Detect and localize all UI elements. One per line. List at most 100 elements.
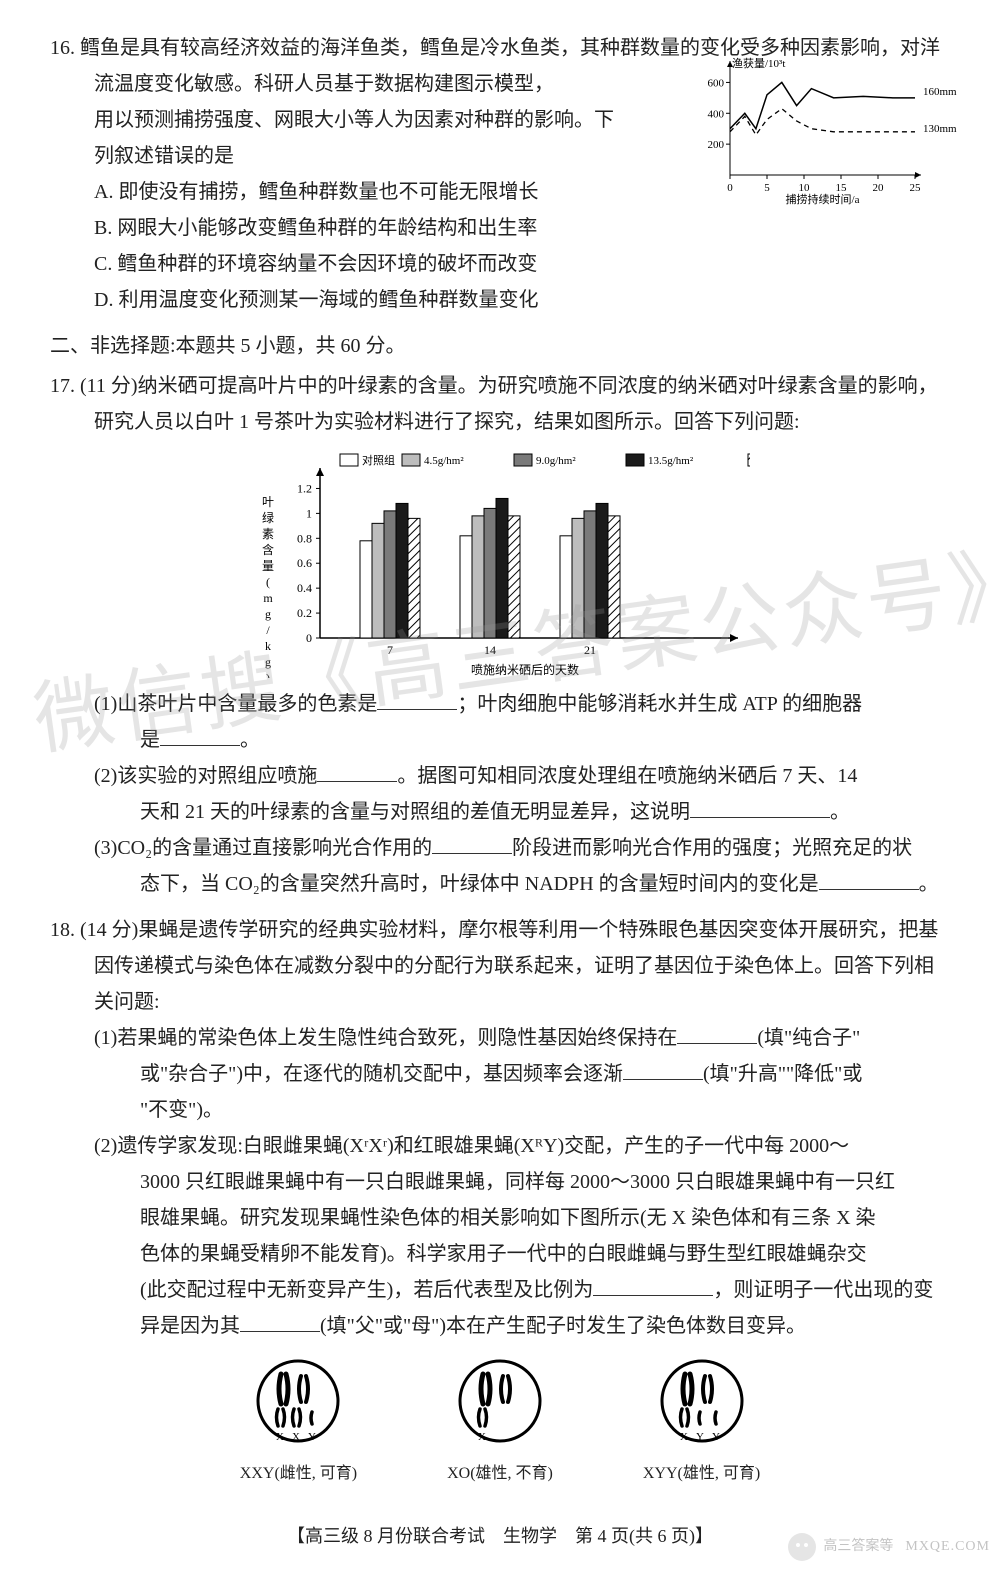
svg-text:m: m xyxy=(263,591,273,605)
q16-option-d: D. 利用温度变化预测某一海域的鳕鱼种群数量变化 xyxy=(50,282,950,318)
svg-text:0: 0 xyxy=(727,182,733,194)
svg-text:7: 7 xyxy=(387,643,393,657)
karyotype-item: X XO(雄性, 不育) xyxy=(447,1354,553,1489)
q16-option-a: A. 即使没有捕捞，鳕鱼种群数量也不可能无限增长 xyxy=(50,174,660,210)
svg-text:14: 14 xyxy=(484,643,496,657)
svg-text:600: 600 xyxy=(708,77,725,89)
q18-p2a: (2)遗传学家发现:白眼雌果蝇(XʳXʳ)和红眼雄果蝇(XᴿY)交配，产生的子一… xyxy=(94,1135,849,1157)
svg-text:130mm: 130mm xyxy=(923,123,957,135)
q17-p1b: ；叶肉细胞中能够消耗水并生成 ATP 的细胞器 xyxy=(457,693,862,715)
q17-p1-line1: (1)山茶叶片中含量最多的色素是；叶肉细胞中能够消耗水并生成 ATP 的细胞器 xyxy=(50,686,950,722)
blank xyxy=(240,1308,320,1332)
svg-text:1: 1 xyxy=(306,506,312,520)
q17-p2-line2: 天和 21 天的叶绿素的含量与对照组的差值无明显差异，这说明 。 xyxy=(50,794,950,830)
svg-text:素: 素 xyxy=(262,527,274,541)
url-mark: MXQE.COM xyxy=(905,1534,990,1559)
svg-text:k: k xyxy=(265,639,271,653)
q18-p2-line2: 3000 只红眼雌果蝇中有一只白眼雌果蝇，同样每 2000～3000 只白眼雄果… xyxy=(50,1164,950,1200)
q17-stem-text: (11 分)纳米硒可提高叶片中的叶绿素的含量。为研究喷施不同浓度的纳米硒对叶绿素… xyxy=(80,375,938,433)
q16-stem2: 用以预测捕捞强度、网眼大小等人为因素对种群的影响。下 xyxy=(50,102,660,138)
svg-text:4.5g/hm²: 4.5g/hm² xyxy=(424,455,464,467)
q18-p1-line2: 或"杂合子")中，在逐代的随机交配中，基因频率会逐渐 (填"升高""降低"或 xyxy=(50,1056,950,1092)
q18-p1a: (1)若果蝇的常染色体上发生隐性纯合致死，则隐性基因始终保持在 xyxy=(94,1027,677,1049)
svg-text:/: / xyxy=(266,623,270,637)
svg-text:13.5g/hm²: 13.5g/hm² xyxy=(648,455,694,467)
svg-text:绿: 绿 xyxy=(262,510,274,525)
svg-text:含: 含 xyxy=(262,542,274,557)
q18-stem: 18. (14 分)果蝇是遗传学研究的经典实验材料，摩尔根等利用一个特殊眼色基因… xyxy=(50,912,950,1020)
svg-text:Y: Y xyxy=(696,1431,704,1443)
svg-text:10: 10 xyxy=(799,182,811,194)
section-2-header: 二、非选择题:本题共 5 小题，共 60 分。 xyxy=(50,328,950,364)
svg-text:叶: 叶 xyxy=(262,495,274,509)
q17-p1d: 。 xyxy=(240,729,260,751)
svg-text:渔获量/10³t: 渔获量/10³t xyxy=(732,57,785,70)
blank xyxy=(690,794,830,818)
q17-p2a: (2)该实验的对照组应喷施 xyxy=(94,765,317,787)
svg-text:0: 0 xyxy=(306,631,312,645)
svg-text:X: X xyxy=(478,1431,486,1443)
svg-text:15: 15 xyxy=(836,182,848,194)
bottom-badge: 高三答案等 MXQE.COM xyxy=(787,1532,990,1562)
svg-text:9.0g/hm²: 9.0g/hm² xyxy=(536,455,576,467)
svg-text:捕捞持续时间/a: 捕捞持续时间/a xyxy=(786,192,860,205)
q17-p3a: (3)CO₂的含量通过直接影响光合作用的 xyxy=(94,837,432,859)
q17-chart: 00.20.40.60.811.2叶绿素含量(mg/kg)对照组4.5g/hm²… xyxy=(250,448,750,678)
svg-text:对照组: 对照组 xyxy=(362,453,395,467)
svg-text:X: X xyxy=(292,1431,300,1443)
svg-text:X: X xyxy=(276,1431,284,1443)
svg-text:0.6: 0.6 xyxy=(297,556,312,570)
blank xyxy=(819,866,919,890)
q17-p3c: 态下，当 CO₂的含量突然升高时，叶绿体中 NADPH 的含量短时间内的变化是 xyxy=(140,873,819,895)
q17-p3b: 阶段进而影响光合作用的强度；光照充足的状 xyxy=(512,837,912,859)
q18-p2f: ，则证明子一代出现的变 xyxy=(713,1279,933,1301)
q17-p2c: 天和 21 天的叶绿素的含量与对照组的差值无明显差异，这说明 xyxy=(140,801,690,823)
svg-text:(: ( xyxy=(266,575,270,589)
q18-p2g: 异是因为其 xyxy=(140,1315,240,1337)
q18-p1d: (填"升高""降低"或 xyxy=(703,1063,862,1085)
svg-text:20: 20 xyxy=(873,182,885,194)
q16-option-c: C. 鳕鱼种群的环境容纳量不会因环境的破坏而改变 xyxy=(50,246,950,282)
q17-p3-line1: (3)CO₂的含量通过直接影响光合作用的 阶段进而影响光合作用的强度；光照充足的状 xyxy=(50,830,950,866)
svg-text:25: 25 xyxy=(910,182,922,194)
svg-text:g: g xyxy=(265,655,271,669)
q18-p1e: "不变")。 xyxy=(140,1099,223,1121)
q17-p2d: 。 xyxy=(830,801,850,823)
question-16: 16. 鳕鱼是具有较高经济效益的海洋鱼类，鳕鱼是冷水鱼类，其种群数量的变化受多种… xyxy=(50,30,950,318)
blank xyxy=(623,1056,703,1080)
svg-text:1.2: 1.2 xyxy=(297,481,312,495)
q16-stem3: 列叙述错误的是 xyxy=(50,138,660,174)
q18-p1b: (填"纯合子" xyxy=(757,1027,860,1049)
svg-text:喷施纳米硒后的天数: 喷施纳米硒后的天数 xyxy=(471,662,579,677)
q17-p1-line2: 是。 xyxy=(50,722,950,758)
q18-p2h: (填"父"或"母")本在产生配子时发生了染色体数目变异。 xyxy=(320,1315,806,1337)
q17-number: 17. xyxy=(50,375,75,397)
svg-text:5: 5 xyxy=(764,182,770,194)
question-17: 17. (11 分)纳米硒可提高叶片中的叶绿素的含量。为研究喷施不同浓度的纳米硒… xyxy=(50,368,950,902)
blank xyxy=(677,1020,757,1044)
q17-p1c: 是 xyxy=(140,729,160,751)
svg-text:Y: Y xyxy=(712,1431,720,1443)
svg-text:g: g xyxy=(265,607,271,621)
q18-p2-line6: 异是因为其 (填"父"或"母")本在产生配子时发生了染色体数目变异。 xyxy=(50,1308,950,1344)
blank xyxy=(377,686,457,710)
blank xyxy=(432,830,512,854)
svg-text:Y: Y xyxy=(308,1431,316,1443)
q18-p2-line3: 眼雄果蝇。研究发现果蝇性染色体的相关影响如下图所示(无 X 染色体和有三条 X … xyxy=(50,1200,950,1236)
q18-p1c: 或"杂合子")中，在逐代的随机交配中，基因频率会逐渐 xyxy=(140,1063,623,1085)
q18-stem-text: (14 分)果蝇是遗传学研究的经典实验材料，摩尔根等利用一个特殊眼色基因突变体开… xyxy=(80,919,938,1013)
q17-p2b: 。据图可知相同浓度处理组在喷施纳米硒后 7 天、14 xyxy=(397,765,857,787)
badge-text: 高三答案等 xyxy=(823,1534,893,1559)
svg-text:0.4: 0.4 xyxy=(297,581,312,595)
q16-number: 16. xyxy=(50,37,75,59)
q18-p1-line3: "不变")。 xyxy=(50,1092,950,1128)
karyotype-item: XYY XYY(雄性, 可育) xyxy=(643,1354,760,1489)
wechat-icon xyxy=(787,1532,817,1562)
q18-p2-line4: 色体的果蝇受精卵不能发育)。科学家用子一代中的白眼雌蝇与野生型红眼雄蝇杂交 xyxy=(50,1236,950,1272)
q17-p2-line1: (2)该实验的对照组应喷施 。据图可知相同浓度处理组在喷施纳米硒后 7 天、14 xyxy=(50,758,950,794)
svg-text:160mm: 160mm xyxy=(923,86,957,98)
q18-p2e: (此交配过程中无新变异产生)，若后代表型及比例为 xyxy=(140,1279,593,1301)
svg-text:): ) xyxy=(266,671,270,678)
q16-option-b: B. 网眼大小能够改变鳕鱼种群的年龄结构和出生率 xyxy=(50,210,660,246)
svg-text:量: 量 xyxy=(262,559,274,573)
